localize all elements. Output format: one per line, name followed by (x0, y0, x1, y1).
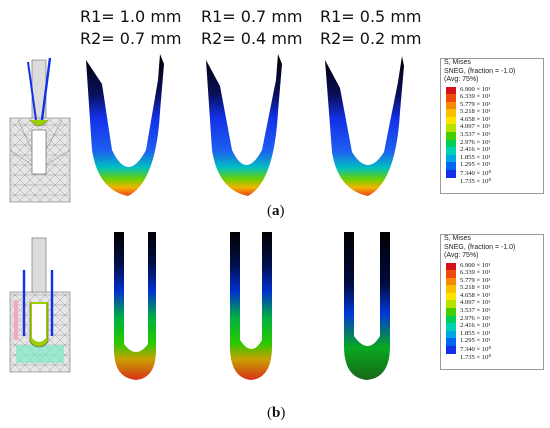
legend-swatch (446, 162, 456, 171)
legend-row: 2.416 × 10¹ (441, 146, 543, 155)
legend-swatch (446, 101, 456, 110)
legend-title: S, Mises (444, 59, 471, 66)
panel-label-a: (a) (267, 203, 285, 219)
legend-row: 4.658 × 10¹ (441, 292, 543, 301)
legend-swatch (446, 124, 456, 133)
legend-swatch (446, 132, 456, 140)
legend-subtitle: SNEG, (fraction = -1.0) (444, 67, 516, 75)
legend-row: 1.295 × 10¹ (441, 337, 543, 347)
legend-row: 3.537 × 10¹ (441, 307, 543, 316)
legend-swatch (446, 300, 456, 309)
legend-row: 1.295 × 10¹ (441, 161, 543, 171)
header-col-1: R1= 1.0 mm R2= 0.7 mm (80, 6, 182, 50)
header-r2: R2= 0.2 mm (320, 29, 422, 48)
legend-swatch (446, 330, 456, 339)
legend-swatch (446, 262, 456, 271)
legend-avg: (Avg: 75%) (444, 76, 479, 83)
header-col-3: R1= 0.5 mm R2= 0.2 mm (320, 6, 422, 50)
legend-swatch (446, 308, 456, 316)
legend-row: 2.976 × 10¹ (441, 139, 543, 148)
legend-scale: 6.900 × 10¹ 6.339 × 10¹ 5.779 × 10¹ 5.21… (441, 262, 543, 362)
u-element-b-2 (230, 232, 272, 380)
legend-row: 6.900 × 10¹ (441, 262, 543, 271)
legend-swatch (446, 116, 456, 125)
header-col-2: R1= 0.7 mm R2= 0.4 mm (201, 6, 303, 50)
mesh-thumbnail-b (9, 237, 71, 373)
legend-row: 3.537 × 10¹ (441, 131, 543, 140)
legend-row: 4.658 × 10¹ (441, 116, 543, 125)
u-element-a-1 (86, 54, 164, 196)
legend-row: 7.340 × 10⁰ (441, 170, 543, 178)
legend-row: 6.339 × 10¹ (441, 93, 543, 102)
legend-row: 1.735 × 10⁰ (441, 178, 543, 186)
legend-row: 1.855 × 10¹ (441, 154, 543, 163)
legend-title: S, Mises (444, 235, 471, 242)
legend-swatch (446, 315, 456, 324)
legend-subtitle: SNEG, (fraction = -1.0) (444, 243, 516, 251)
legend-a: S, Mises SNEG, (fraction = -1.0) (Avg: 7… (440, 58, 544, 194)
legend-scale: 6.900 × 10¹ 6.339 × 10¹ 5.779 × 10¹ 5.21… (441, 86, 543, 186)
u-element-a-2 (206, 54, 282, 196)
header-r2: R2= 0.4 mm (201, 29, 303, 48)
legend-swatch (446, 94, 456, 102)
legend-row: 4.097 × 10¹ (441, 299, 543, 309)
u-element-b-3 (344, 232, 390, 380)
legend-swatch (446, 354, 456, 362)
u-element-a-3 (325, 56, 404, 196)
header-r1: R1= 0.7 mm (201, 7, 303, 26)
mesh-thumbnail-a (9, 57, 71, 203)
legend-row: 6.900 × 10¹ (441, 86, 543, 95)
legend-swatch (446, 338, 456, 347)
legend-swatch (446, 109, 456, 117)
header-r2: R2= 0.7 mm (80, 29, 182, 48)
legend-swatch (446, 154, 456, 163)
legend-b: S, Mises SNEG, (fraction = -1.0) (Avg: 7… (440, 234, 544, 370)
legend-row: 2.976 × 10¹ (441, 315, 543, 324)
legend-row: 1.855 × 10¹ (441, 330, 543, 339)
legend-row: 5.779 × 10¹ (441, 277, 543, 286)
legend-row: 7.340 × 10⁰ (441, 346, 543, 354)
legend-row: 1.735 × 10⁰ (441, 354, 543, 362)
legend-swatch (446, 178, 456, 186)
header-r1: R1= 0.5 mm (320, 7, 422, 26)
legend-row: 6.339 × 10¹ (441, 269, 543, 278)
legend-swatch (446, 270, 456, 278)
legend-row: 5.218 × 10¹ (441, 284, 543, 293)
legend-swatch (446, 170, 456, 178)
legend-swatch (446, 86, 456, 95)
legend-row: 2.416 × 10¹ (441, 322, 543, 331)
legend-row: 4.097 × 10¹ (441, 123, 543, 133)
legend-swatch (446, 147, 456, 155)
legend-swatch (446, 346, 456, 354)
legend-swatch (446, 285, 456, 293)
header-r1: R1= 1.0 mm (80, 7, 182, 26)
legend-swatch (446, 323, 456, 331)
panel-label-b: (b) (267, 405, 286, 421)
legend-avg: (Avg: 75%) (444, 252, 479, 259)
u-element-b-1 (114, 232, 156, 380)
legend-swatch (446, 277, 456, 286)
legend-row: 5.779 × 10¹ (441, 101, 543, 110)
legend-swatch (446, 292, 456, 301)
legend-swatch (446, 139, 456, 148)
legend-row: 5.218 × 10¹ (441, 108, 543, 117)
